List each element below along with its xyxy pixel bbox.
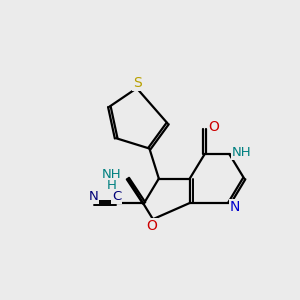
Text: N: N [230, 200, 240, 214]
Text: H: H [107, 178, 117, 191]
Text: NH: NH [232, 146, 252, 159]
Text: S: S [133, 76, 142, 90]
Text: O: O [147, 219, 158, 233]
Text: NH: NH [102, 168, 122, 181]
Text: O: O [208, 120, 219, 134]
Text: C: C [112, 190, 122, 203]
Text: N: N [88, 190, 98, 203]
